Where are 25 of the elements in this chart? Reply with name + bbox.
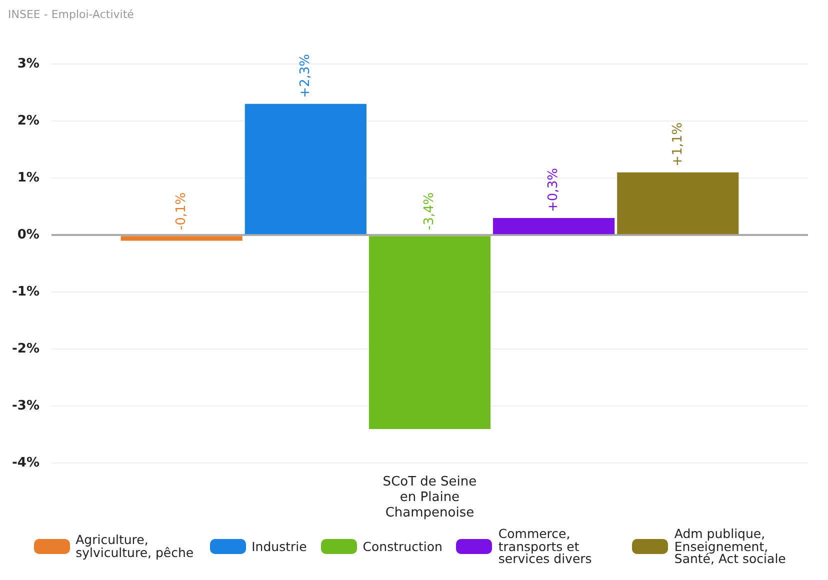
bar [617, 172, 739, 234]
y-tick-label: -3% [12, 398, 40, 414]
x-tick-label: SCoT de Seine en Plaine Champenoise [382, 474, 477, 521]
bar [244, 104, 366, 234]
data-label: +0,3% [546, 168, 562, 212]
data-label: +1,1% [670, 122, 686, 166]
legend-label: Adm publique, Enseignement, Santé, Act sociale [674, 526, 787, 566]
y-tick-label: 2% [17, 113, 40, 128]
bar [120, 236, 242, 241]
y-tick-label: -1% [12, 284, 40, 300]
y-tick-label: 3% [17, 56, 40, 72]
legend-label: Industrie [252, 538, 307, 554]
data-label: -0,1% [174, 192, 189, 230]
data-label: -3,4% [422, 192, 438, 230]
y-tick-label: 1% [17, 170, 40, 186]
bar [368, 236, 491, 429]
data-label: +2,3% [298, 54, 314, 98]
legend-label: Agriculture, sylviculture, pêche [76, 532, 195, 560]
y-tick-label: -4% [12, 456, 40, 471]
legend-label: Commerce, transports et services divers [498, 526, 593, 566]
chart-subtitle: INSEE - Emploi-Activité [8, 8, 134, 21]
legend-label: Construction [362, 538, 442, 554]
y-tick-label: -2% [12, 342, 40, 357]
bar [493, 218, 615, 234]
y-tick-label: 0% [17, 227, 40, 242]
